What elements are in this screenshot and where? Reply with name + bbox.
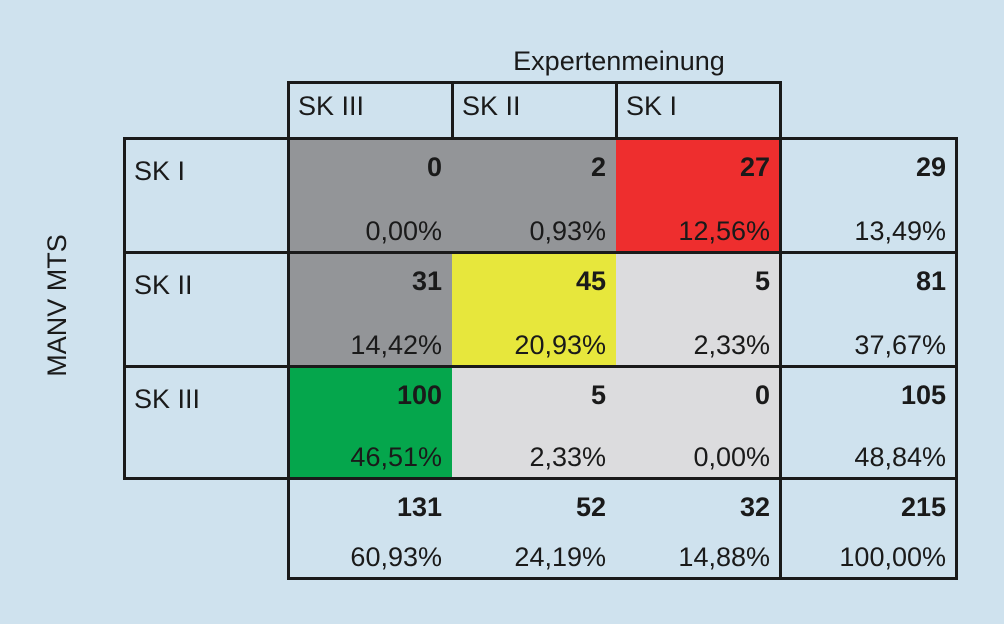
- matrix-cell-2-2: 0 0,00%: [616, 366, 780, 478]
- row-axis-title: MANV MTS: [41, 233, 72, 377]
- column-total-percent: 60,93%: [350, 542, 442, 572]
- column-header-2: SK I: [616, 82, 780, 138]
- row-total-2: 105 48,84%: [780, 366, 956, 478]
- header-divider-2: [615, 82, 618, 138]
- column-total-percent: 14,88%: [678, 542, 770, 572]
- cell-percent: 20,93%: [514, 330, 606, 360]
- cell-count: 31: [411, 266, 442, 296]
- row-total-percent: 48,84%: [854, 442, 946, 472]
- cell-percent: 0,00%: [693, 442, 770, 472]
- column-header-label: SK I: [626, 91, 678, 121]
- row-axis-title-wrapper: MANV MTS: [26, 140, 88, 470]
- cell-percent: 14,42%: [350, 330, 442, 360]
- cell-count: 27: [739, 152, 770, 182]
- row-label-divider: [287, 138, 290, 478]
- matrix-cell-1-1: 45 20,93%: [452, 252, 616, 366]
- column-axis-title: Expertenmeinung: [513, 46, 725, 76]
- grand-total-percent: 100,00%: [839, 542, 946, 572]
- row-total-percent: 37,67%: [854, 330, 946, 360]
- cell-percent: 0,00%: [365, 216, 442, 246]
- header-box: [287, 81, 782, 140]
- column-total-count: 131: [396, 492, 442, 522]
- row-total-count: 81: [915, 266, 946, 296]
- row-header-2: SK III: [124, 366, 288, 478]
- cell-count: 5: [754, 266, 770, 296]
- row-total-count: 105: [900, 380, 946, 410]
- matrix-cell-0-0: 0 0,00%: [288, 138, 452, 252]
- matrix-cell-0-2: 27 12,56%: [616, 138, 780, 252]
- row-header-label: SK II: [134, 270, 193, 300]
- column-total-2: 32 14,88%: [616, 478, 780, 578]
- cell-percent: 46,51%: [350, 442, 442, 472]
- column-header-label: SK II: [462, 91, 521, 121]
- matrix-cell-1-0: 31 14,42%: [288, 252, 452, 366]
- cell-count: 0: [754, 380, 770, 410]
- column-total-count: 32: [739, 492, 770, 522]
- cell-percent: 2,33%: [529, 442, 606, 472]
- grand-total-count: 215: [900, 492, 946, 522]
- cell-count: 0: [426, 152, 442, 182]
- matrix-cell-2-0: 100 46,51%: [288, 366, 452, 478]
- matrix-cell-0-1: 2 0,93%: [452, 138, 616, 252]
- row-total-percent: 13,49%: [854, 216, 946, 246]
- grand-total: 215 100,00%: [780, 478, 956, 578]
- matrix-cell-2-1: 5 2,33%: [452, 366, 616, 478]
- cell-count: 100: [396, 380, 442, 410]
- cell-count: 45: [575, 266, 606, 296]
- totals-box: [287, 477, 958, 580]
- matrix-cell-1-2: 5 2,33%: [616, 252, 780, 366]
- cell-percent: 0,93%: [529, 216, 606, 246]
- column-header-0: SK III: [288, 82, 452, 138]
- column-total-percent: 24,19%: [514, 542, 606, 572]
- row-header-0: SK I: [124, 138, 288, 252]
- cell-percent: 12,56%: [678, 216, 770, 246]
- row-total-0: 29 13,49%: [780, 138, 956, 252]
- cell-count: 5: [590, 380, 606, 410]
- row-total-1: 81 37,67%: [780, 252, 956, 366]
- column-header-label: SK III: [298, 91, 365, 121]
- column-total-count: 52: [575, 492, 606, 522]
- row-header-1: SK II: [124, 252, 288, 366]
- body-box: [123, 137, 958, 480]
- column-total-1: 52 24,19%: [452, 478, 616, 578]
- column-total-0: 131 60,93%: [288, 478, 452, 578]
- row-total-count: 29: [915, 152, 946, 182]
- column-header-1: SK II: [452, 82, 616, 138]
- row-divider-2: [124, 365, 956, 368]
- row-divider-1: [124, 251, 956, 254]
- row-header-label: SK III: [134, 384, 201, 414]
- matrix-total-divider: [779, 138, 782, 578]
- cell-percent: 2,33%: [693, 330, 770, 360]
- header-divider-1: [451, 82, 454, 138]
- row-header-label: SK I: [134, 156, 186, 186]
- cell-count: 2: [590, 152, 606, 182]
